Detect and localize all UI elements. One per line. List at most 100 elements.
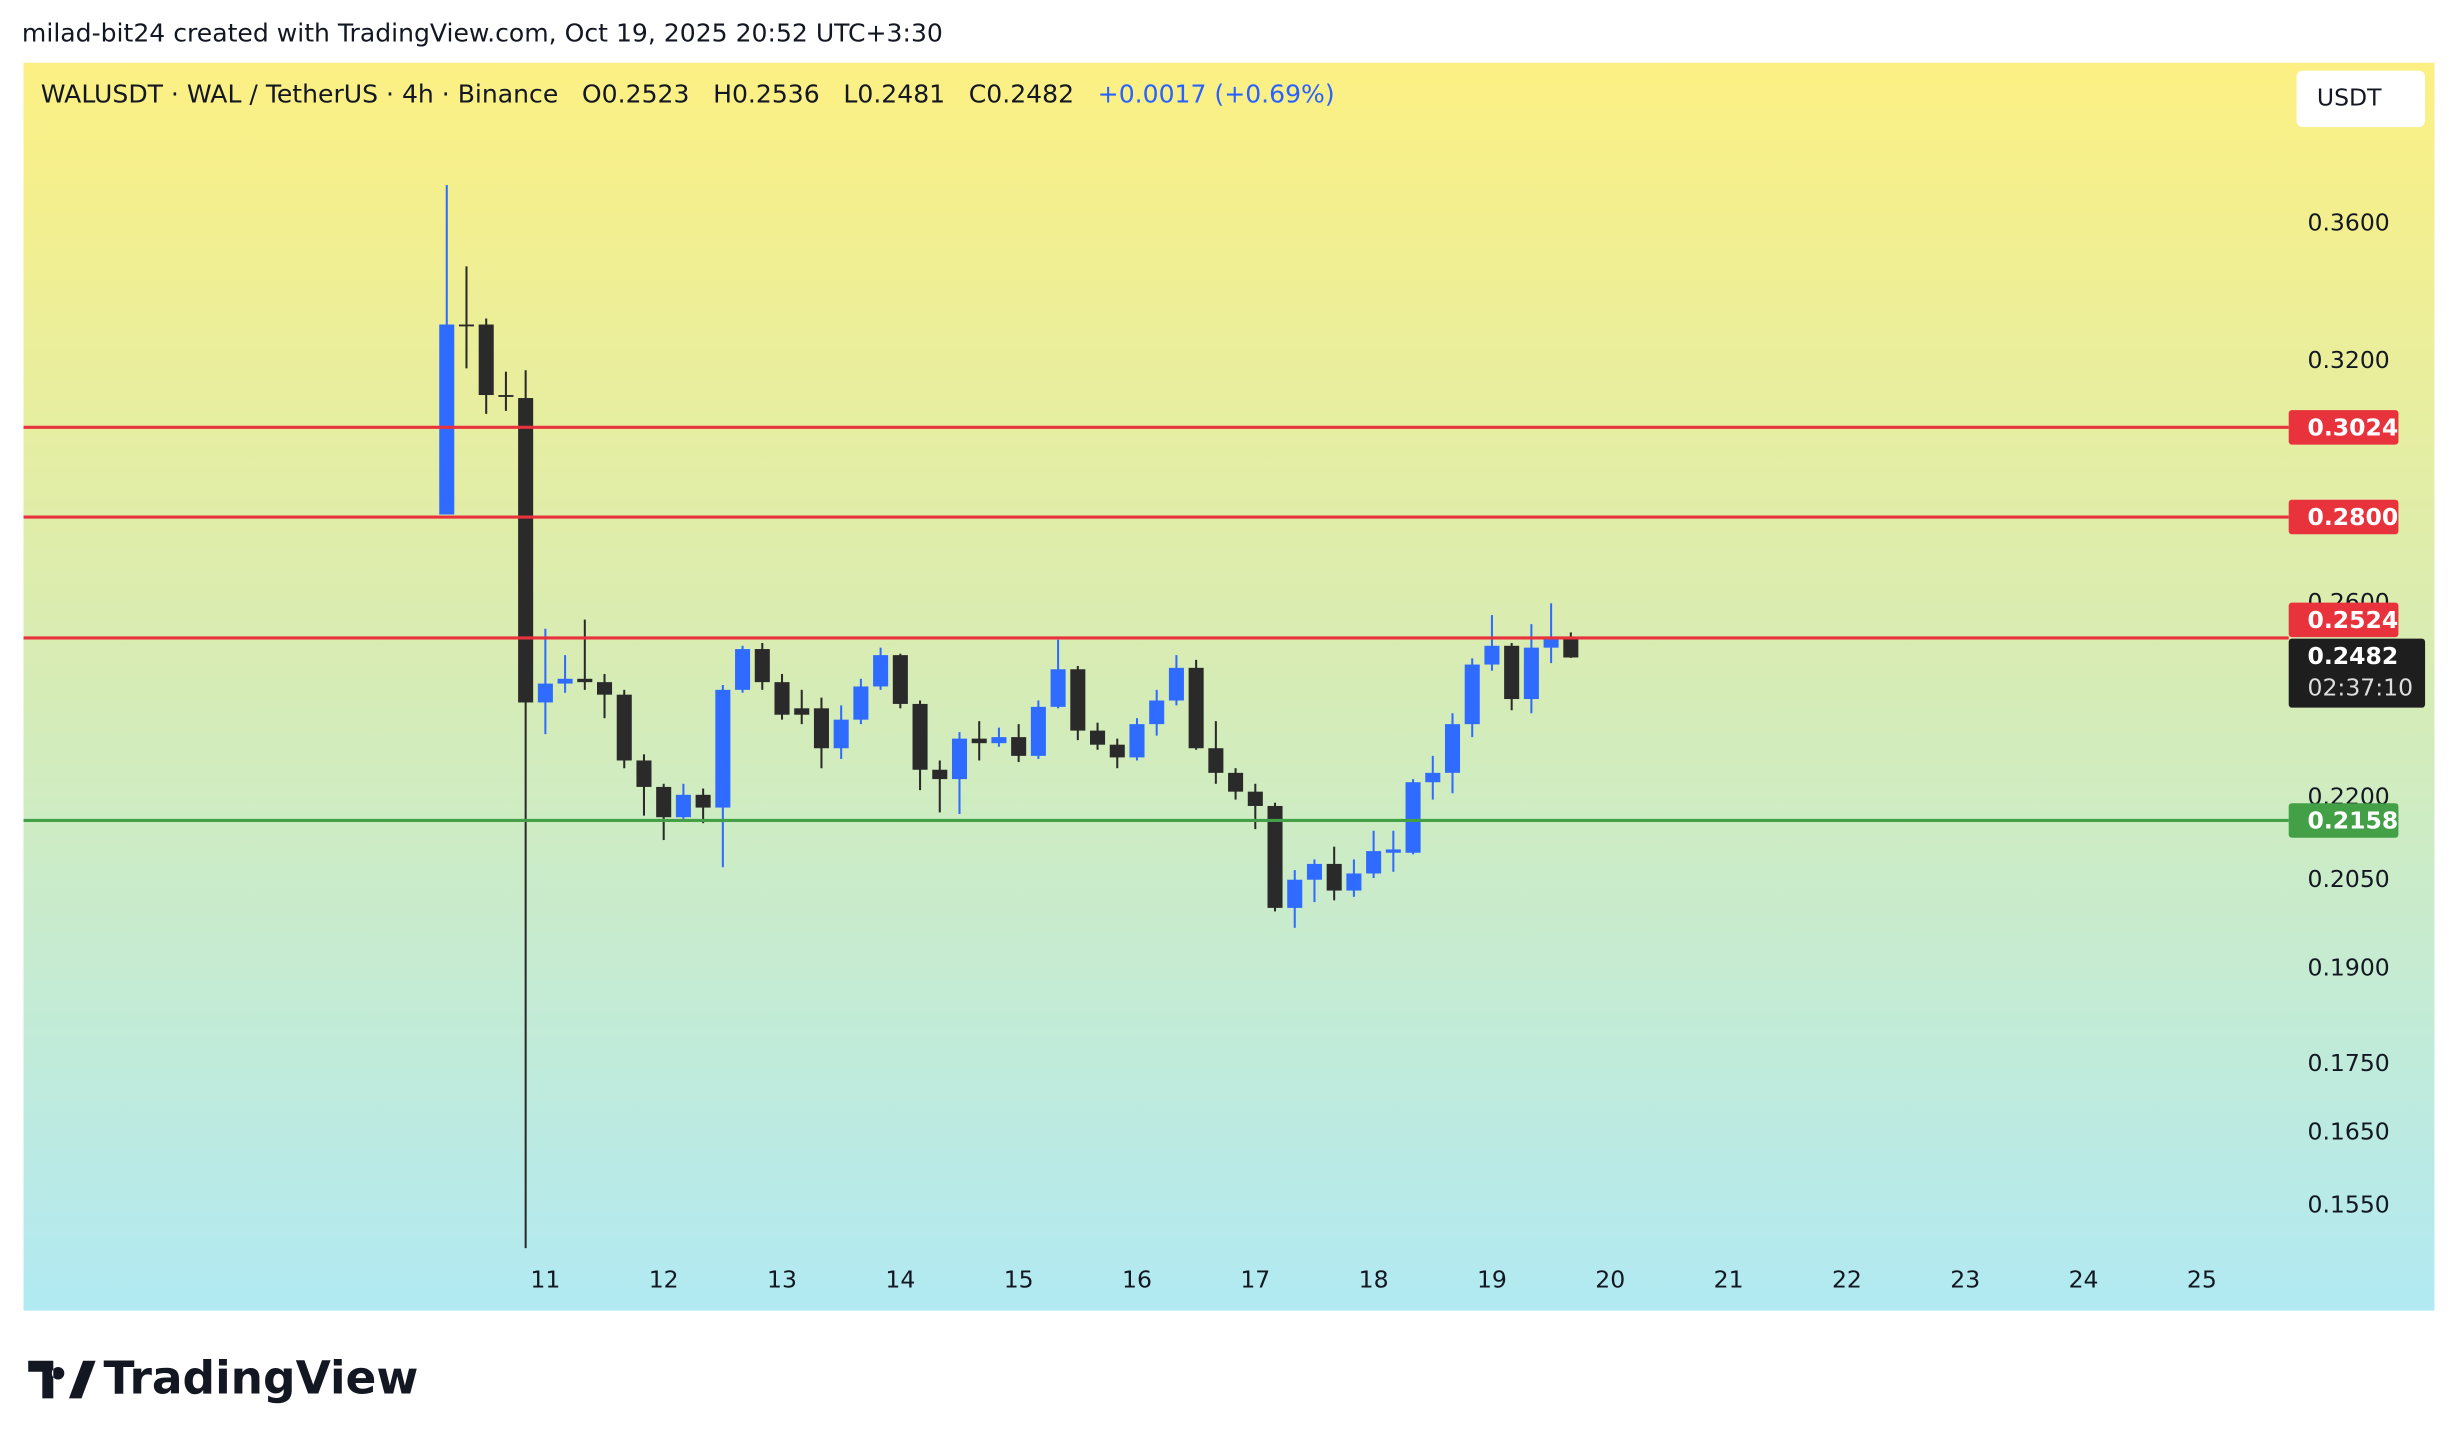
level-label: 0.2524 — [2308, 606, 2399, 634]
legend: WALUSDT · WAL / TetherUS · 4h · Binance … — [41, 80, 1335, 109]
legend-label: L — [843, 80, 857, 109]
x-tick-label: 18 — [1359, 1265, 1389, 1293]
x-tick-label: 21 — [1714, 1265, 1744, 1293]
candle-body — [1267, 805, 1283, 908]
y-tick-label: 0.3200 — [2308, 346, 2390, 374]
candle-body — [853, 686, 869, 720]
candle-body — [518, 398, 534, 703]
candle-body — [794, 708, 810, 715]
candle-body — [1504, 645, 1520, 700]
candle-body — [951, 738, 968, 780]
countdown: 02:37:10 — [2308, 673, 2414, 701]
logo-text: TradingView — [103, 1352, 418, 1405]
candle-body — [715, 689, 731, 808]
candle-body — [991, 737, 1007, 744]
price-label: 0.2482 — [2308, 642, 2399, 670]
legend-value: 0.2481 — [857, 80, 945, 109]
candle-body — [458, 324, 475, 327]
legend-label: H — [713, 80, 732, 109]
candle-body — [1030, 706, 1046, 756]
y-tick-label: 0.1900 — [2308, 953, 2390, 981]
legend-value: 0.2482 — [986, 80, 1074, 109]
legend-label: O — [582, 80, 602, 109]
x-tick-label: 11 — [530, 1265, 560, 1293]
y-tick-label: 0.1750 — [2308, 1049, 2390, 1077]
candle-body — [537, 683, 553, 703]
candle-body — [1168, 667, 1184, 701]
candle-body — [616, 694, 632, 761]
y-tick-label: 0.1550 — [2308, 1191, 2390, 1219]
candle-body — [932, 769, 948, 780]
candle-body — [675, 794, 691, 818]
legend-value: 0.2536 — [732, 80, 820, 109]
candle-body — [735, 649, 751, 690]
x-tick-label: 12 — [649, 1265, 679, 1293]
x-tick-label: 22 — [1832, 1265, 1862, 1293]
candle-body — [1208, 748, 1224, 773]
candle-body — [695, 794, 711, 808]
level-tag — [2288, 499, 2399, 535]
legend-label: C — [969, 80, 987, 109]
x-tick-label: 25 — [2187, 1265, 2217, 1293]
candle-body — [1425, 772, 1441, 783]
candle-body — [1247, 791, 1263, 806]
candle-body — [1050, 669, 1066, 707]
candle-body — [754, 649, 770, 683]
x-tick-label: 20 — [1595, 1265, 1625, 1293]
y-tick-label: 0.1650 — [2308, 1118, 2390, 1146]
candle-body — [1523, 647, 1539, 700]
candle-body — [1129, 724, 1145, 758]
candle-body — [1070, 669, 1086, 731]
candle-body — [873, 655, 889, 687]
candle-body — [1405, 782, 1421, 853]
level-tag — [2288, 410, 2399, 445]
candle-body — [892, 655, 908, 704]
candle-body — [1484, 645, 1500, 665]
x-tick-label: 13 — [767, 1265, 797, 1293]
candle-body — [577, 678, 593, 683]
candle-body — [1287, 879, 1303, 908]
level-label: 0.2800 — [2308, 503, 2399, 531]
logo-icon — [28, 1360, 96, 1399]
candle-body — [636, 760, 652, 787]
x-tick-label: 15 — [1004, 1265, 1034, 1293]
candle-body — [1464, 664, 1480, 725]
x-tick-label: 14 — [885, 1265, 915, 1293]
candle-body — [1563, 638, 1579, 658]
candle-body — [597, 682, 613, 695]
level-tag — [2288, 602, 2399, 638]
candle-body — [813, 708, 829, 749]
candle-body — [1090, 730, 1106, 745]
candle-body — [1543, 636, 1559, 648]
plot-background — [23, 62, 2435, 1311]
x-tick-label: 23 — [1950, 1265, 1980, 1293]
candle-body — [1011, 737, 1027, 756]
price-tag — [2288, 638, 2426, 708]
candle-body — [498, 395, 514, 397]
candle-body — [1326, 863, 1342, 891]
y-tick-label: 0.3600 — [2308, 209, 2390, 237]
candle-body — [656, 786, 672, 818]
x-tick-label: 16 — [1122, 1265, 1152, 1293]
candle-body — [1188, 667, 1204, 749]
candle-body — [439, 324, 455, 515]
currency-label[interactable]: USDT — [2317, 83, 2382, 111]
candle-body — [1228, 772, 1244, 792]
attribution: milad-bit24 created with TradingView.com… — [22, 19, 943, 48]
x-tick-label: 24 — [2069, 1265, 2099, 1293]
legend-value: 0.2523 — [602, 80, 690, 109]
candle-body — [1444, 724, 1461, 773]
candle-body — [1366, 851, 1382, 874]
x-tick-label: 17 — [1240, 1265, 1270, 1293]
currency-button[interactable] — [2296, 70, 2426, 128]
y-tick-label: 0.2050 — [2308, 865, 2390, 893]
candle-body — [1306, 863, 1322, 880]
candle-body — [971, 738, 987, 744]
candle-body — [1109, 744, 1125, 758]
candle-body — [833, 719, 849, 749]
candle-body — [557, 678, 573, 684]
candle-body — [1346, 873, 1362, 891]
candle-body — [912, 703, 928, 770]
